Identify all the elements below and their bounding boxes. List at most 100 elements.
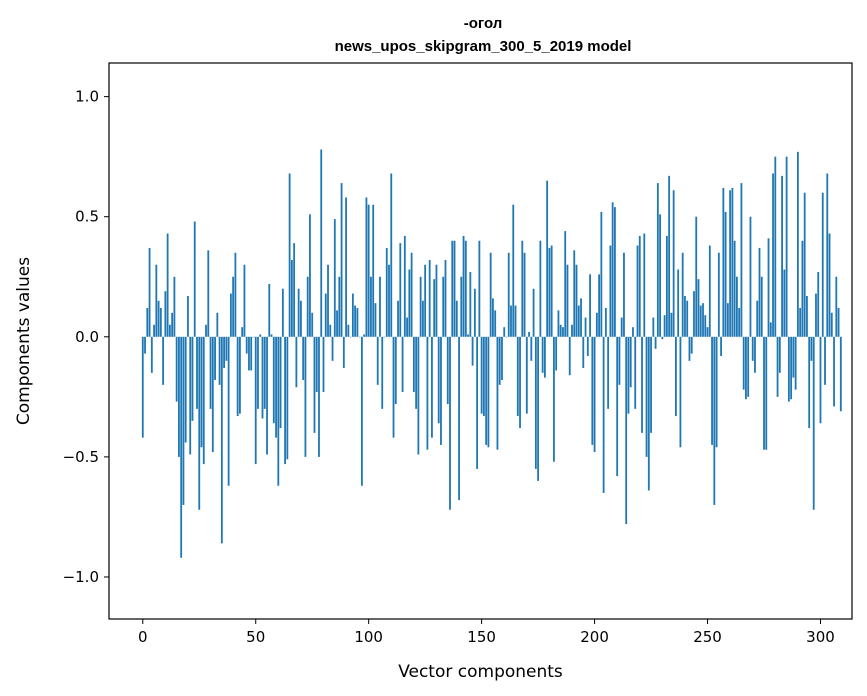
bar (614, 207, 616, 337)
bar (482, 336, 485, 417)
bar (227, 336, 230, 486)
bar (803, 192, 806, 337)
bar (656, 183, 659, 337)
bar (295, 336, 298, 388)
bar (839, 336, 842, 412)
bar (266, 336, 268, 455)
bar (702, 303, 704, 337)
bar (394, 336, 397, 405)
bar (155, 264, 158, 337)
bar (315, 336, 318, 393)
bar (638, 235, 641, 337)
bar (410, 252, 413, 337)
bar (620, 317, 623, 337)
bar (451, 240, 454, 337)
bar (519, 336, 521, 429)
x-tick-label: 150 (467, 628, 496, 646)
bar (738, 307, 741, 337)
bar (288, 173, 291, 337)
bar (593, 336, 596, 453)
bar (537, 336, 540, 481)
bar (720, 336, 722, 357)
bar (781, 175, 783, 337)
bar (548, 247, 551, 337)
bar (641, 336, 643, 433)
bar (767, 238, 770, 337)
bar (539, 240, 542, 337)
bar (365, 197, 368, 337)
bar (336, 310, 338, 337)
bar (668, 175, 671, 337)
bar (543, 336, 546, 378)
bar (361, 336, 363, 486)
bar (254, 336, 257, 465)
x-tick-label: 250 (693, 628, 722, 646)
bar (758, 247, 761, 337)
bar (645, 336, 648, 457)
bar (241, 327, 244, 337)
bar (713, 336, 716, 505)
bar (765, 336, 768, 450)
bar (220, 336, 223, 544)
bar (374, 303, 377, 337)
bar (449, 336, 451, 510)
bar (611, 202, 614, 337)
bar (828, 233, 831, 337)
y-axis-ticks: 1.0 0.5 0.0 −0.5 −1.0 (63, 88, 109, 586)
y-tick-label: −1.0 (63, 568, 99, 586)
bar (290, 259, 293, 337)
bar (514, 305, 517, 337)
bar (345, 197, 347, 337)
bar (769, 322, 772, 337)
bar (534, 336, 537, 469)
bar (835, 276, 838, 337)
bar (625, 336, 628, 525)
bar (229, 293, 232, 337)
bar (187, 295, 189, 337)
bar (634, 336, 637, 409)
bar (239, 336, 241, 414)
x-axis-ticks: 0 50 100 150 200 250 300 (138, 619, 835, 646)
bar (609, 245, 612, 337)
bar (774, 156, 777, 337)
bar (756, 300, 759, 337)
bar (338, 276, 341, 337)
bar (469, 271, 472, 337)
bar (320, 149, 323, 337)
bar (812, 336, 815, 510)
bar (171, 312, 174, 337)
bar (697, 279, 700, 337)
bar (431, 336, 433, 438)
bar (367, 204, 370, 337)
bar (426, 336, 429, 450)
bar (234, 252, 237, 337)
bar (516, 336, 519, 417)
x-axis-label: Vector components (398, 662, 563, 682)
bar (248, 336, 250, 371)
bar (232, 276, 235, 337)
bar (403, 235, 406, 337)
bar (327, 264, 329, 337)
x-tick-label: 300 (806, 628, 835, 646)
bar (460, 276, 463, 337)
bar (817, 271, 820, 337)
bar (216, 312, 219, 337)
bar (602, 336, 605, 493)
bar (257, 336, 259, 409)
bar (458, 336, 460, 501)
bar (306, 276, 309, 337)
bar (826, 173, 829, 337)
bar (415, 336, 418, 409)
bar (333, 219, 336, 337)
bar (388, 264, 390, 337)
bar (496, 336, 499, 450)
bar (778, 336, 781, 373)
bar (263, 336, 266, 409)
bar (408, 269, 411, 337)
bar (796, 151, 799, 337)
bar (801, 240, 804, 337)
bar (675, 336, 677, 417)
bar (302, 336, 305, 381)
bar (636, 245, 639, 337)
